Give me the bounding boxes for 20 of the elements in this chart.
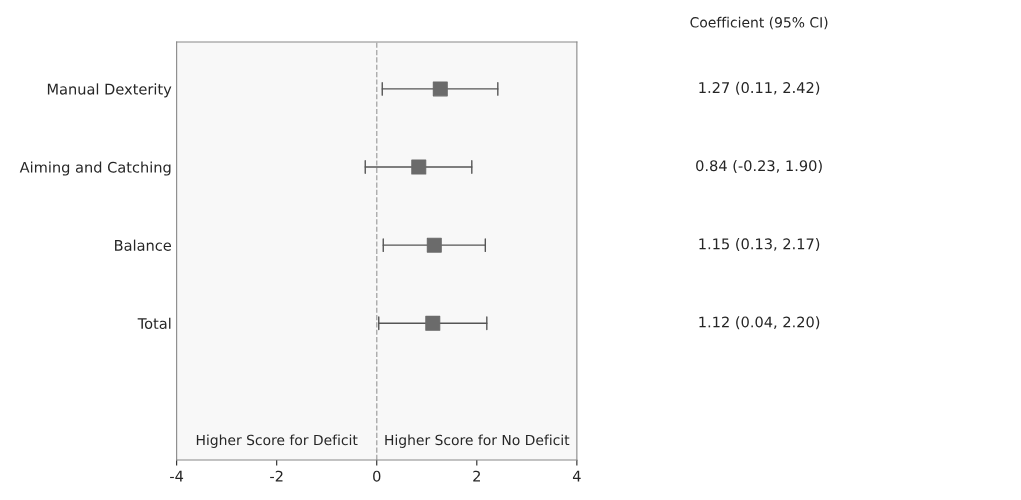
point xyxy=(432,81,448,97)
text: Coefficient (95% CI) xyxy=(690,16,828,30)
data-label: 0.84 (-0.23, 1.90) xyxy=(696,159,822,173)
x-tick-label: -4 xyxy=(170,470,184,482)
data-label: 1.15 (0.13, 2.17) xyxy=(699,238,820,252)
y-tick-label: Manual Dexterity xyxy=(47,83,172,98)
x-tick-label: 4 xyxy=(572,470,581,482)
point xyxy=(426,237,442,253)
y-tick-label: Aiming and Catching xyxy=(19,161,171,176)
data-label: 1.12 (0.04, 2.20) xyxy=(699,316,820,330)
x-tick-label: -2 xyxy=(270,470,283,482)
x-tick-label: 0 xyxy=(373,470,381,482)
annotation: Higher Score for No Deficit xyxy=(385,434,570,448)
data-label: 1.27 (0.11, 2.42) xyxy=(699,81,820,95)
x-tick-label: 2 xyxy=(473,470,480,482)
y-tick-label: Total xyxy=(137,317,171,330)
y-tick-label: Balance xyxy=(115,239,171,251)
annotation: Higher Score for Deficit xyxy=(196,434,358,448)
point xyxy=(425,315,441,331)
point xyxy=(411,159,427,175)
